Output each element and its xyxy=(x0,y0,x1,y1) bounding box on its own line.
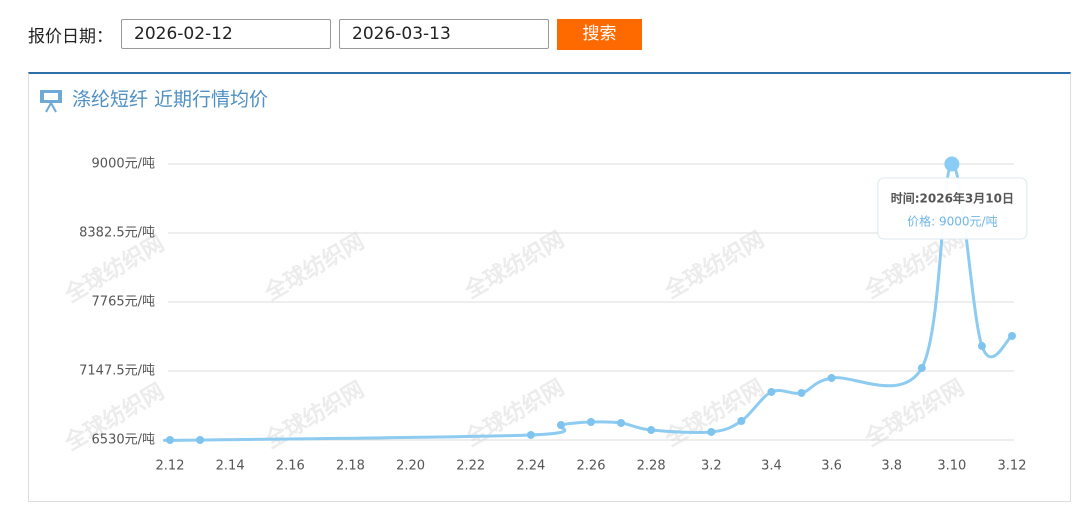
line-segment xyxy=(980,334,1013,359)
tooltip-box xyxy=(877,177,1028,240)
x-tick-label: 2.20 xyxy=(396,459,425,474)
data-point xyxy=(526,430,535,439)
x-tick-label: 2.22 xyxy=(456,459,485,474)
data-point xyxy=(827,373,836,382)
y-tick-label: 6530元/吨 xyxy=(92,433,155,448)
data-point xyxy=(977,342,986,351)
x-tick-label: 3.2 xyxy=(701,459,722,474)
line-segment xyxy=(200,433,531,442)
watermark: 全球纺织网 xyxy=(459,226,568,304)
data-point xyxy=(617,419,626,428)
x-tick-label: 2.16 xyxy=(276,459,305,474)
chart-title: 涤纶短纤 近期行情均价 xyxy=(72,89,268,111)
search-form: 报价日期： 2026-02-12 2026-03-13 搜索 xyxy=(28,18,642,50)
y-tick-label: 7147.5元/吨 xyxy=(79,364,155,379)
chart-panel xyxy=(28,72,1071,502)
y-tick-label: 8382.5元/吨 xyxy=(79,226,155,241)
line-segment xyxy=(560,420,592,427)
x-tick-label: 3.8 xyxy=(881,459,902,474)
x-tick-label: 2.26 xyxy=(577,459,606,474)
data-point xyxy=(587,418,595,427)
x-tick-label: 2.28 xyxy=(637,459,666,474)
data-point xyxy=(196,436,205,444)
data-point xyxy=(647,426,656,435)
y-tick-label: 9000元/吨 xyxy=(92,157,155,172)
watermark: 全球纺织网 xyxy=(659,374,768,452)
data-point xyxy=(556,421,565,430)
data-point xyxy=(166,436,174,444)
data-point xyxy=(737,417,746,426)
tooltip-title: 时间:2026年3月10日 xyxy=(891,191,1014,206)
watermark: 全球纺织网 xyxy=(259,376,368,454)
x-tick-label: 3.6 xyxy=(821,459,842,474)
line-segment xyxy=(650,428,712,435)
y-tick-label: 7765元/吨 xyxy=(92,295,155,310)
data-point xyxy=(1008,331,1016,340)
start-date-input[interactable]: 2026-02-12 xyxy=(121,19,331,49)
x-tick-label: 2.18 xyxy=(336,459,365,474)
line-segment xyxy=(831,367,924,388)
form-label: 报价日期： xyxy=(28,26,113,47)
x-tick-label: 2.12 xyxy=(156,459,185,474)
data-point xyxy=(797,388,806,397)
watermark: 全球纺织网 xyxy=(659,226,768,304)
line-segment xyxy=(620,421,652,432)
watermark: 全球纺织网 xyxy=(259,228,368,306)
end-date-input[interactable]: 2026-03-13 xyxy=(339,19,549,49)
tooltip-text: 价格: 9000元/吨 xyxy=(907,214,997,229)
x-tick-label: 3.4 xyxy=(761,459,782,474)
watermark: 全球纺织网 xyxy=(859,374,968,452)
data-point xyxy=(944,156,960,172)
x-tick-label: 2.14 xyxy=(216,459,245,474)
line-segment xyxy=(590,420,622,425)
x-tick-label: 3.10 xyxy=(937,459,966,474)
watermark: 全球纺织网 xyxy=(459,374,568,452)
line-segment xyxy=(920,162,954,369)
search-button[interactable]: 搜索 xyxy=(557,18,642,50)
chart-icon xyxy=(40,90,62,113)
x-tick-label: 2.24 xyxy=(516,459,545,474)
data-point xyxy=(707,427,716,436)
data-point xyxy=(767,387,776,396)
x-tick-label: 3.12 xyxy=(998,459,1027,474)
line-segment xyxy=(770,388,802,395)
line-segment xyxy=(801,376,832,395)
data-point xyxy=(917,364,926,373)
